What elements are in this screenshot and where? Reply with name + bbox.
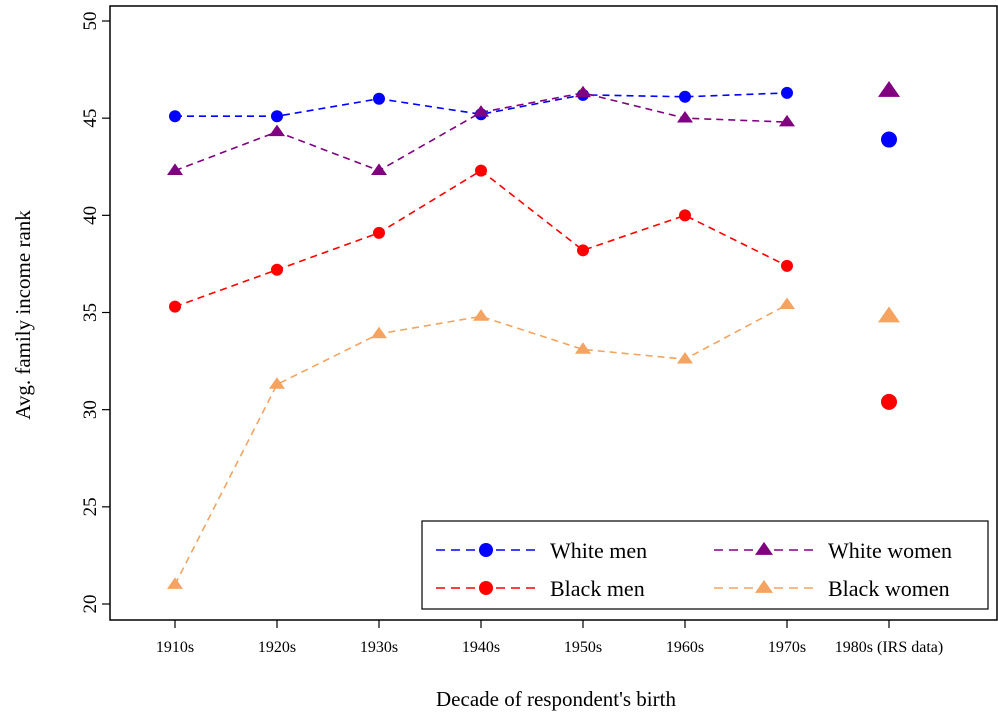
data-point-white-women (473, 105, 489, 117)
y-tick-label: 45 (80, 109, 101, 128)
data-point-black-women (371, 326, 387, 339)
x-tick-label: 1940s (462, 639, 500, 656)
data-point-white-men (373, 92, 385, 105)
data-point-black-men (781, 259, 793, 272)
y-tick-label: 50 (80, 12, 101, 31)
axis-ticks: 20 25 30 35 40 45 50 1910s 1920s 1930s 1940s 1950s 1… (80, 12, 943, 657)
x-tick-label: 1980s (IRS data) (835, 639, 943, 656)
legend-marker-white-men (479, 543, 493, 557)
data-point-white-men (679, 90, 691, 103)
data-point-black-men (679, 209, 691, 222)
data-point-black-women (677, 351, 693, 364)
y-tick-label: 25 (80, 497, 101, 516)
x-tick-label: 1910s (156, 639, 194, 656)
data-point-black-women (473, 309, 489, 321)
data-point-white-men (781, 86, 793, 99)
x-axis-title: Decade of respondent's birth (436, 687, 676, 711)
y-tick-label: 40 (80, 206, 101, 225)
legend-marker-black-women (755, 579, 773, 593)
y-tick-label: 30 (80, 400, 101, 419)
data-point-white-women (371, 163, 387, 175)
data-point-black-men (577, 244, 589, 257)
x-tick-label: 1930s (360, 639, 398, 656)
data-point-white-men (271, 110, 283, 123)
data-point-black-women (779, 297, 795, 310)
x-tick-label: 1950s (564, 639, 602, 656)
y-axis-title: Avg. family income rank (11, 210, 35, 420)
data-point-black-women (269, 377, 285, 389)
data-point-black-men (271, 263, 283, 276)
irs-point-black-women (878, 306, 900, 323)
data-point-black-women (575, 342, 591, 354)
series-line-black-men (174, 169, 788, 308)
data-point-white-women (269, 124, 285, 137)
y-tick-label: 35 (80, 303, 101, 322)
irs-point-white-women (878, 81, 900, 97)
x-tick-label: 1960s (666, 639, 704, 656)
legend-label-black-men: Black men (550, 576, 645, 601)
x-tick-label: 1970s (768, 639, 806, 656)
irs-point-white-men (881, 131, 897, 148)
legend-label-white-women: White women (828, 538, 952, 563)
data-point-white-women (167, 163, 183, 175)
legend: White men White women Black men Black women (421, 520, 989, 610)
legend-label-black-women: Black women (828, 576, 950, 601)
legend-label-white-men: White men (550, 538, 647, 563)
data-point-white-men (169, 110, 181, 123)
data-point-black-men (373, 226, 385, 239)
legend-marker-black-men (479, 581, 493, 595)
legend-box (421, 520, 989, 610)
data-point-black-women (167, 577, 183, 589)
data-point-white-women (575, 85, 591, 98)
y-tick-label: 20 (80, 595, 101, 614)
irs-point-black-men (881, 393, 897, 410)
x-tick-label: 1920s (258, 639, 296, 656)
data-point-black-men (475, 164, 487, 177)
legend-marker-white-women (755, 541, 773, 555)
data-point-white-women (677, 110, 693, 123)
data-point-white-women (779, 114, 795, 127)
data-point-black-men (169, 300, 181, 313)
series-markers (167, 81, 900, 589)
series-line-white-women (174, 92, 788, 172)
